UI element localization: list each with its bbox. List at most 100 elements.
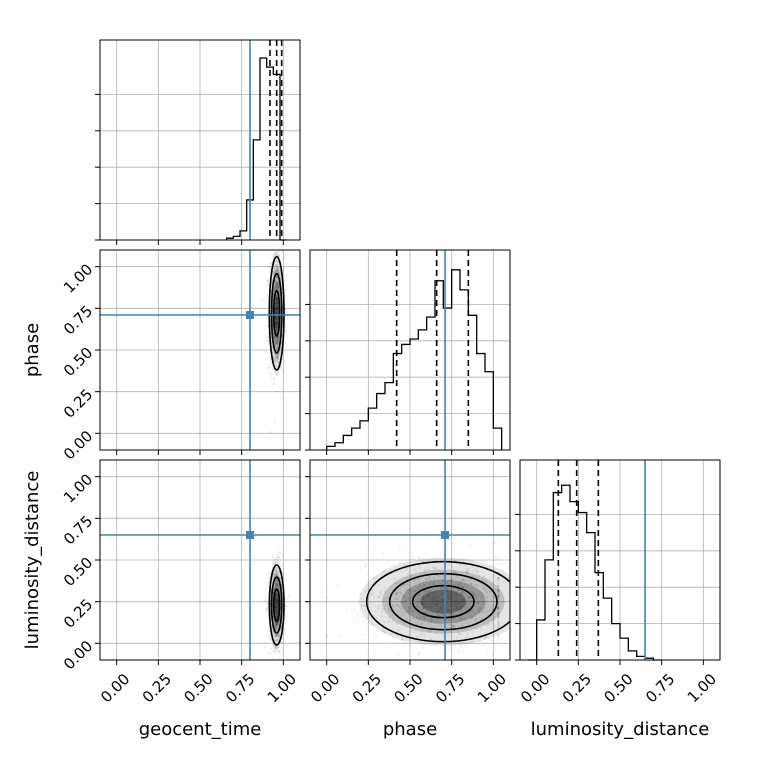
- sample-point: [274, 317, 277, 320]
- sample-point: [270, 263, 273, 266]
- sample-point: [274, 596, 277, 599]
- sample-point: [274, 580, 277, 583]
- sample-point: [420, 603, 424, 606]
- sample-point: [473, 618, 476, 621]
- sample-point: [497, 621, 500, 624]
- sample-point: [274, 602, 278, 605]
- sample-point: [385, 645, 388, 648]
- sample-point: [275, 316, 278, 320]
- sample-point: [490, 639, 493, 643]
- sample-point: [405, 567, 408, 570]
- sample-point: [424, 605, 427, 608]
- sample-point: [276, 284, 279, 287]
- sample-point: [477, 610, 480, 613]
- sample-point: [382, 552, 385, 555]
- x-tick-label: 0.75: [222, 670, 258, 706]
- sample-point: [446, 608, 449, 611]
- sample-point: [459, 644, 463, 647]
- sample-point: [435, 620, 438, 623]
- sample-point: [435, 603, 438, 607]
- sample-point: [275, 308, 279, 311]
- sample-point: [483, 576, 486, 579]
- sample-point: [497, 624, 500, 628]
- sample-point: [439, 608, 443, 611]
- sample-point: [277, 635, 280, 638]
- sample-point: [463, 628, 466, 631]
- sample-point: [276, 316, 279, 319]
- sample-point: [395, 622, 398, 625]
- sample-point: [284, 288, 287, 291]
- sample-point: [375, 617, 378, 620]
- sample-point: [275, 295, 278, 298]
- sample-point: [276, 339, 279, 343]
- sample-point: [269, 374, 272, 377]
- sample-point: [268, 633, 271, 636]
- sample-point: [386, 596, 389, 599]
- sample-point: [391, 619, 395, 622]
- sample-point: [456, 606, 459, 609]
- sample-point: [272, 267, 276, 270]
- y-tick-label: 0.75: [60, 302, 96, 338]
- sample-point: [277, 269, 280, 272]
- sample-point: [275, 270, 278, 273]
- sample-point: [275, 610, 278, 613]
- sample-point: [475, 584, 478, 587]
- sample-point: [426, 577, 429, 580]
- sample-point: [421, 587, 424, 590]
- sample-point: [418, 582, 422, 585]
- y-tick-label: 0.50: [60, 554, 96, 590]
- sample-point: [468, 596, 471, 599]
- sample-point: [449, 589, 452, 592]
- sample-point: [421, 607, 424, 611]
- sample-point: [272, 588, 276, 591]
- sample-point: [265, 608, 269, 611]
- sample-point: [466, 633, 469, 636]
- sample-point: [276, 595, 279, 598]
- sample-point: [401, 638, 404, 641]
- sample-point: [435, 621, 439, 624]
- sample-point: [276, 557, 279, 560]
- sample-point: [455, 575, 458, 578]
- sample-point: [465, 621, 468, 625]
- sample-point: [274, 621, 277, 624]
- y-tick-label: 0.00: [60, 637, 96, 673]
- sample-point: [491, 653, 495, 656]
- sample-point: [274, 605, 277, 608]
- sample-point: [285, 332, 288, 336]
- sample-point: [455, 583, 458, 586]
- sample-point: [456, 621, 459, 624]
- sample-point: [275, 328, 278, 331]
- sample-point: [286, 274, 289, 277]
- sample-point: [381, 607, 384, 611]
- sample-point: [275, 629, 278, 632]
- sample-point: [275, 611, 278, 614]
- sample-point: [394, 592, 397, 595]
- sample-point: [373, 615, 376, 618]
- sample-point: [274, 625, 277, 628]
- sample-point: [497, 606, 500, 609]
- sample-point: [277, 550, 280, 554]
- sample-point: [455, 596, 458, 599]
- sample-point: [274, 302, 277, 306]
- sample-point: [415, 598, 418, 602]
- sample-point: [458, 564, 462, 567]
- sample-point: [275, 305, 278, 308]
- x-axis-label-luminosity_distance: luminosity_distance: [531, 719, 710, 740]
- sample-point: [276, 320, 279, 323]
- sample-point: [274, 357, 278, 360]
- sample-point: [431, 591, 434, 595]
- sample-point: [416, 620, 420, 624]
- sample-point: [275, 597, 278, 600]
- sample-point: [466, 584, 469, 587]
- sample-point: [382, 620, 386, 623]
- sample-point: [274, 360, 277, 363]
- sample-point: [275, 607, 279, 610]
- sample-point: [449, 579, 452, 583]
- sample-point: [275, 623, 278, 626]
- y-axis-label-luminosity_distance: luminosity_distance: [22, 471, 43, 650]
- sample-point: [273, 359, 276, 362]
- sample-point: [276, 269, 279, 272]
- sample-point: [455, 571, 458, 575]
- sample-point: [276, 602, 279, 605]
- sample-point: [274, 601, 278, 604]
